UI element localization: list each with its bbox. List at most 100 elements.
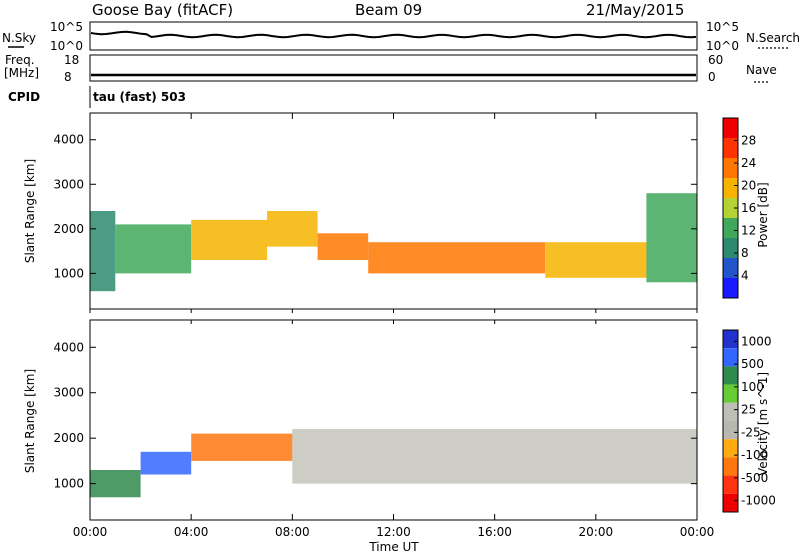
nsky-trace [90, 30, 697, 39]
cpid-row: CPID tau (fast) 503 [8, 86, 186, 108]
time-axis: 00:00 04:00 08:00 12:00 16:00 20:00 00:00 [73, 113, 714, 539]
freq-tick-high: 18 [64, 53, 79, 67]
velocity-colorbar-label-7: -1000 [741, 494, 776, 508]
power-colorbar-label-0: 4 [741, 269, 749, 283]
nsearch-tick-high: 10^5 [706, 20, 739, 34]
power-colorbar: 4 8 12 16 20 24 28 [722, 117, 756, 299]
nsky-tick-high: 10^5 [50, 20, 83, 34]
power-colorbar-cell-8 [723, 118, 738, 138]
station-title: Goose Bay (fitACF) [92, 1, 233, 19]
velocity-colorbar-cell-1 [723, 348, 738, 367]
power-band-1 [115, 224, 192, 274]
date-title: 21/May/2015 [586, 1, 684, 19]
velocity-ytick-label-1: 2000 [53, 431, 84, 445]
power-colorbar-label-5: 24 [741, 156, 756, 170]
power-band-2 [191, 219, 268, 260]
xtick-label-2: 08:00 [275, 525, 310, 539]
velocity-band-1 [140, 451, 192, 475]
velocity-yticks: 1000 2000 3000 4000 [53, 340, 697, 491]
velocity-colorbar: 1000 500 100 25 -25 -100 -500 -1000 [722, 329, 776, 513]
velocity-band-2 [191, 433, 293, 461]
xtick-label-5: 20:00 [579, 525, 614, 539]
xtick-label-4: 16:00 [477, 525, 512, 539]
power-ylabel: Slant Range [km] [23, 159, 37, 263]
power-colorbar-cell-0 [723, 278, 738, 298]
time-axis-label: Time UT [368, 540, 419, 554]
velocity-colorbar-cell-3 [723, 384, 738, 403]
velocity-colorbar-cell-0 [723, 330, 738, 349]
freq-tick-low: 8 [64, 70, 72, 84]
velocity-band-3 [292, 429, 697, 484]
velocity-colorbar-frame [722, 329, 739, 513]
beam-title: Beam 09 [355, 1, 422, 19]
velocity-frame [89, 319, 698, 521]
power-colorbar-cell-1 [723, 258, 738, 278]
nsky-tick-low: 10^0 [50, 39, 83, 53]
freq-panel: Freq. [MHz] 18 8 60 0 Nave [4, 53, 777, 84]
power-band-7 [646, 193, 697, 283]
velocity-colorbar-cell-5 [723, 421, 738, 440]
xtick-label-1: 04:00 [174, 525, 209, 539]
nave-tick-low: 0 [708, 70, 716, 84]
power-panel: 1000 2000 3000 4000 Slant Range [km] [23, 112, 698, 310]
power-colorbar-cell-7 [723, 138, 738, 158]
nsky-frame [89, 21, 698, 51]
power-ytick-label-2: 3000 [53, 177, 84, 191]
velocity-colorbar-label-3: 25 [741, 403, 756, 417]
velocity-colorbar-label-6: -500 [741, 471, 768, 485]
velocity-colorbar-label-5: -100 [741, 448, 768, 462]
velocity-colorbar-label-4: -25 [741, 425, 761, 439]
velocity-colorbar-cell-9 [723, 493, 738, 512]
power-colorbar-cell-5 [723, 178, 738, 198]
velocity-band-0 [90, 470, 141, 498]
velocity-ytick-label-2: 3000 [53, 386, 84, 400]
power-colorbar-label-6: 28 [741, 134, 756, 148]
nsky-panel: N.Sky 10^5 10^0 10^5 10^0 N.Search [2, 20, 800, 53]
nsearch-tick-low: 10^0 [706, 39, 739, 53]
velocity-ytick-label-3: 4000 [53, 340, 84, 354]
nsky-label: N.Sky [2, 31, 36, 45]
xtick-label-3: 12:00 [376, 525, 411, 539]
power-colorbar-cell-2 [723, 238, 738, 258]
power-ytick-label-0: 1000 [53, 266, 84, 280]
power-colorbar-label-2: 12 [741, 224, 756, 238]
freq-unit-label: [MHz] [4, 66, 39, 80]
power-band-6 [545, 242, 647, 278]
power-yticks: 1000 2000 3000 4000 [53, 133, 697, 280]
velocity-colorbar-cell-6 [723, 439, 738, 458]
cpid-label: CPID [8, 90, 40, 104]
nave-tick-high: 60 [708, 53, 723, 67]
nsearch-label: N.Search [746, 31, 800, 45]
cpid-value: tau (fast) 503 [93, 90, 186, 104]
power-colorbar-label-4: 20 [741, 179, 756, 193]
power-ytick-label-3: 4000 [53, 133, 84, 147]
velocity-marks [90, 429, 697, 498]
velocity-colorbar-label: Velocity [m s^-1] [756, 372, 770, 476]
freq-frame [89, 54, 698, 82]
velocity-ytick-label-0: 1000 [53, 477, 84, 491]
velocity-ylabel: Slant Range [km] [23, 369, 37, 473]
power-colorbar-label-1: 8 [741, 246, 749, 260]
velocity-colorbar-label-1: 500 [741, 357, 764, 371]
power-colorbar-cell-3 [723, 218, 738, 238]
power-frame [89, 112, 698, 310]
power-band-0 [90, 211, 116, 292]
freq-label: Freq. [5, 53, 35, 67]
velocity-colorbar-label-2: 100 [741, 380, 764, 394]
velocity-panel: 1000 2000 3000 4000 Slant Range [km] [23, 319, 698, 521]
velocity-colorbar-cell-8 [723, 475, 738, 494]
power-colorbar-label-3: 16 [741, 201, 756, 215]
velocity-colorbar-label-0: 1000 [741, 334, 772, 348]
nave-label: Nave [746, 63, 777, 77]
power-colorbar-label: Power [dB] [756, 182, 770, 247]
xtick-label-0: 00:00 [73, 525, 108, 539]
power-colorbar-cell-4 [723, 198, 738, 218]
velocity-colorbar-cell-2 [723, 366, 738, 385]
power-colorbar-cell-6 [723, 158, 738, 178]
power-band-4 [317, 233, 369, 260]
velocity-colorbar-cell-4 [723, 402, 738, 421]
power-ytick-label-1: 2000 [53, 222, 84, 236]
power-band-5 [368, 242, 546, 274]
power-band-3 [267, 211, 318, 247]
